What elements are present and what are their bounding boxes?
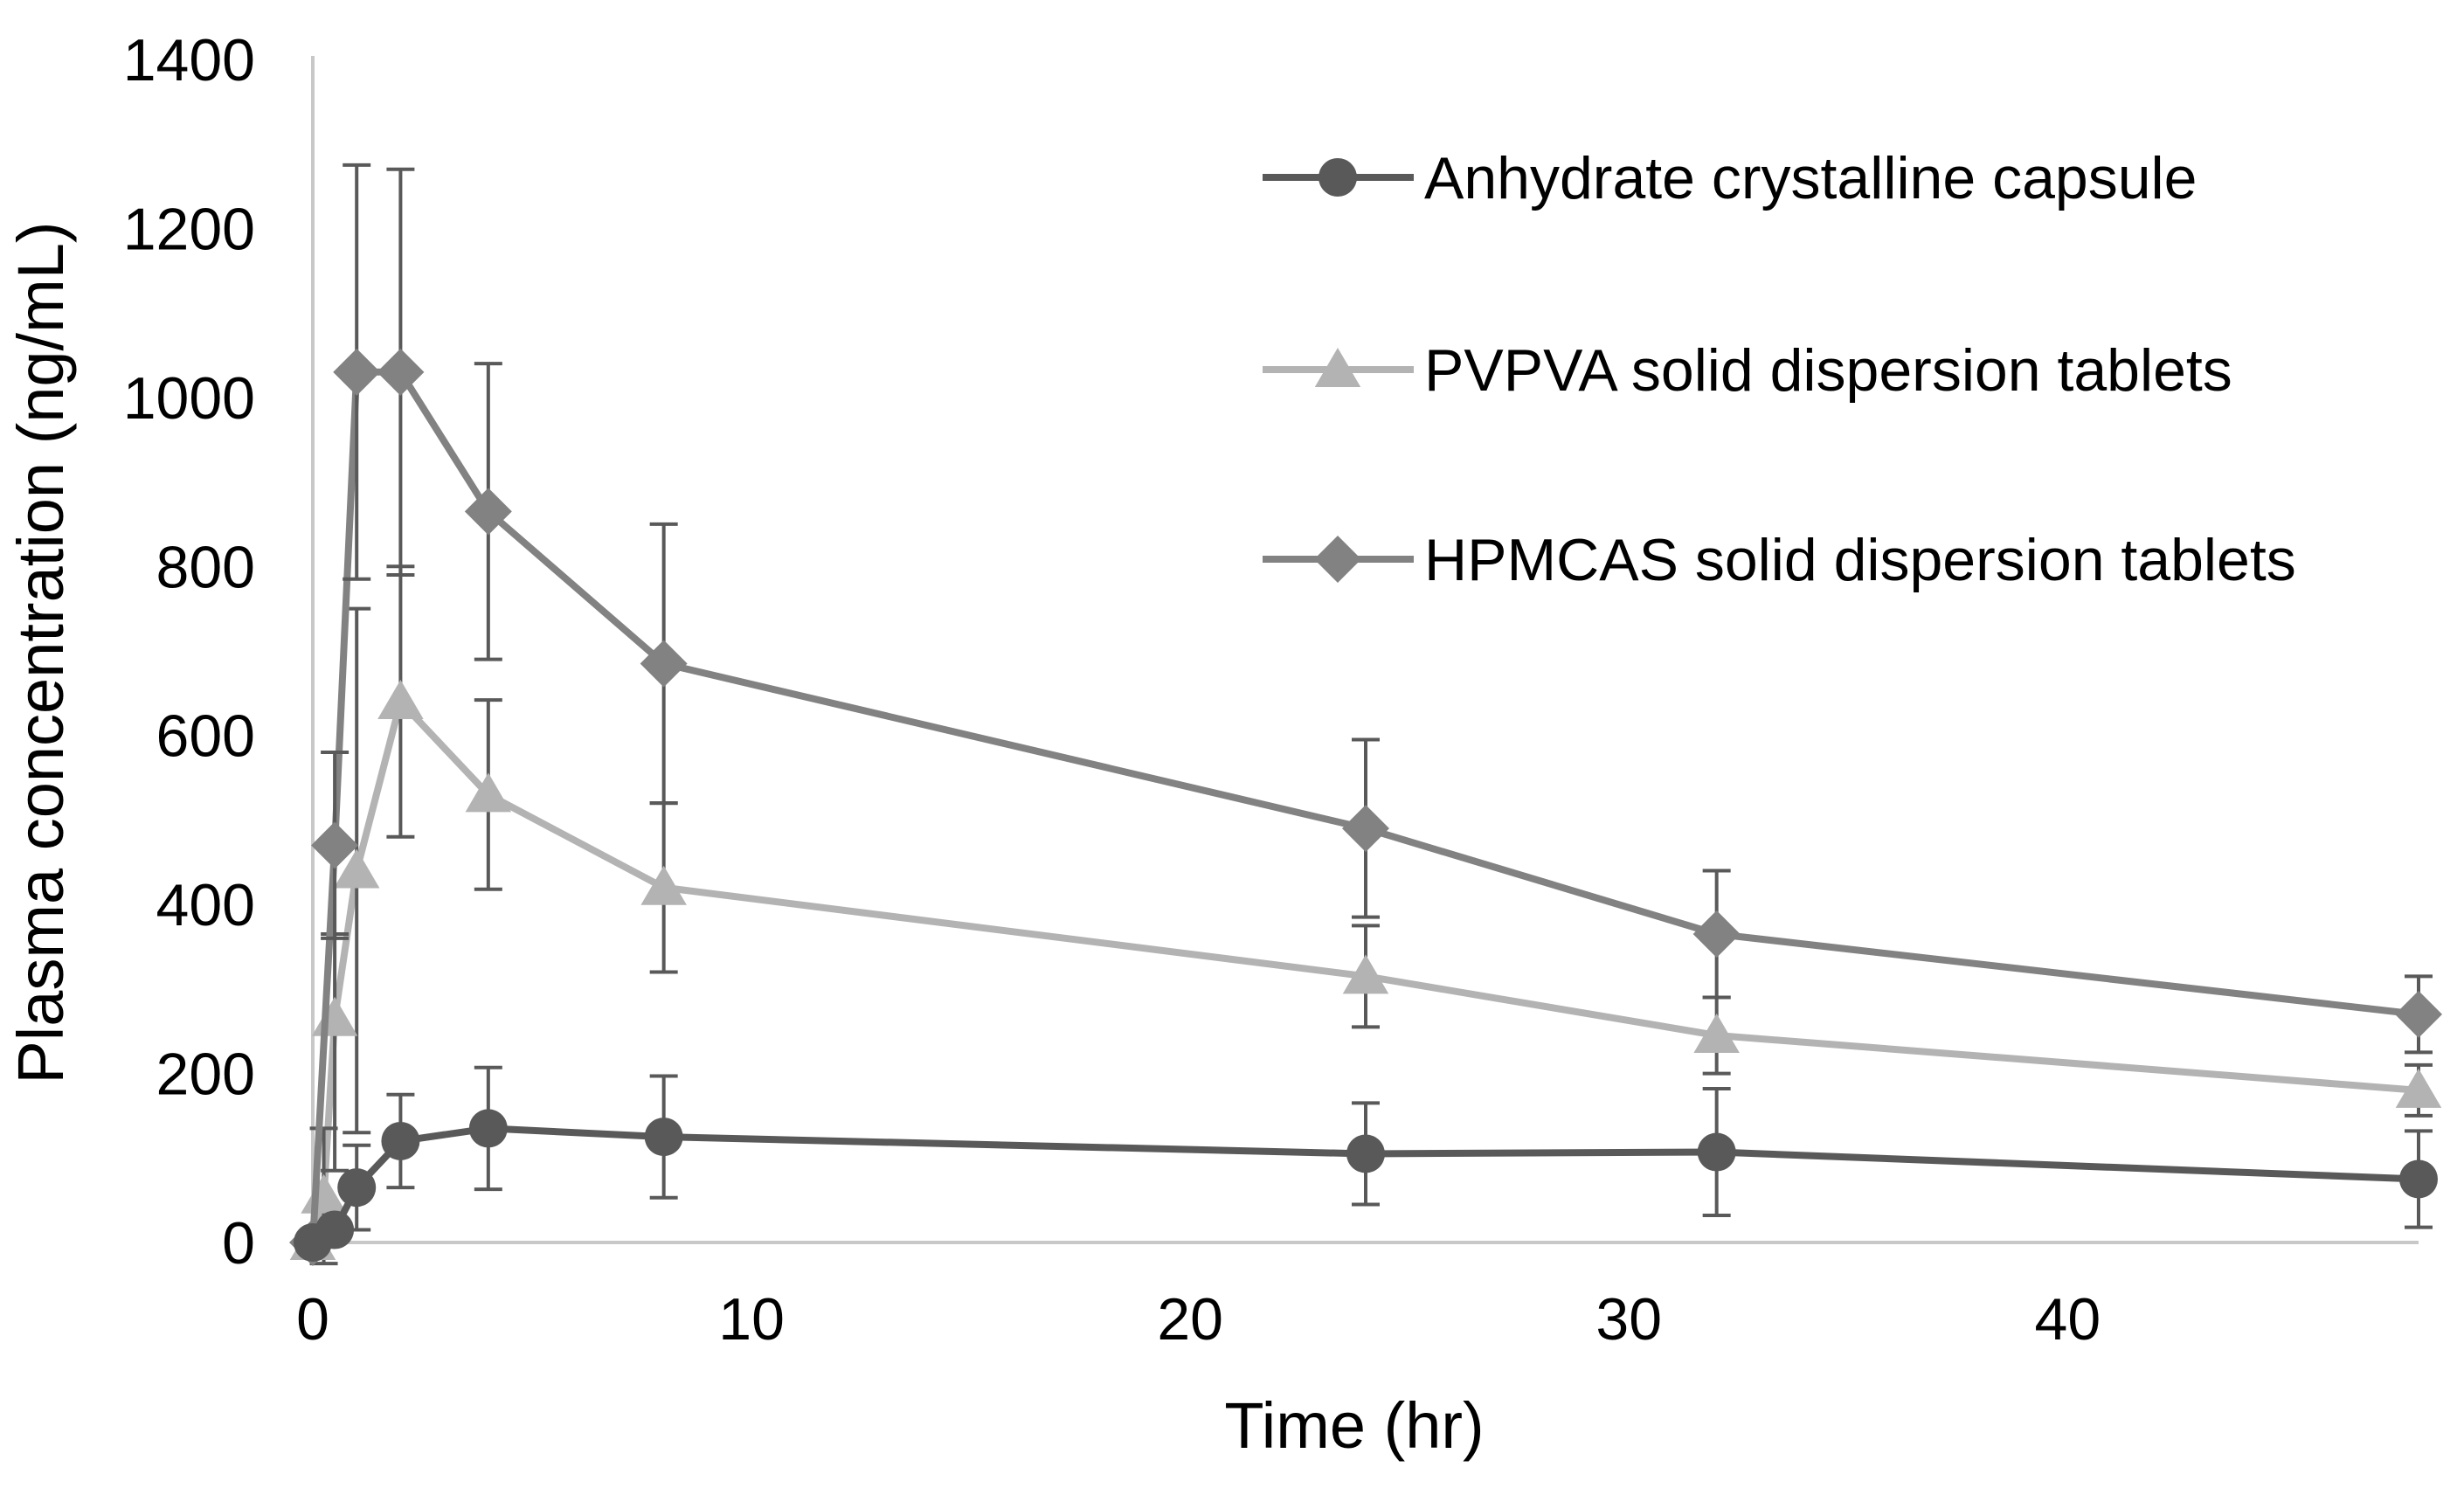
data-point [1342,954,1389,994]
series-2 [289,163,2442,1266]
data-point [464,488,512,536]
data-point [1693,1014,1740,1054]
legend-marker [1314,348,1361,387]
legend-item-0: Anhydrate crystalline capsule [1263,145,2197,211]
legend-marker [1314,536,1361,583]
data-point [315,1210,355,1249]
y-axis-title: Plasma concentration (ng/mL) [4,221,77,1083]
series-0 [294,1065,2438,1262]
data-point [468,1109,508,1148]
data-point [377,348,425,396]
data-point [2399,1159,2438,1199]
data-point [311,996,358,1036]
data-point [644,1118,683,1157]
series-layer [289,163,2442,1266]
x-tick-label: 0 [296,1286,329,1353]
data-point [1346,1134,1385,1173]
data-point [2395,1068,2442,1108]
legend: Anhydrate crystalline capsule PVPVA solid… [1263,145,2296,593]
legend-item-2: HPMCAS solid dispersion tablets [1263,527,2296,593]
legend-label: Anhydrate crystalline capsule [1424,145,2197,211]
legend-label: PVPVA solid dispersion tablets [1424,337,2232,404]
data-point [1342,805,1389,853]
series-line [309,698,2419,1243]
data-point [381,1121,420,1160]
y-tick-label: 1000 [123,365,255,432]
y-tick-label: 1400 [123,27,255,93]
data-point [377,680,424,720]
data-point [640,640,688,688]
legend-marker [1319,158,1357,197]
data-point [333,348,381,396]
data-point [337,1168,377,1208]
x-axis-title: Time (hr) [1224,1389,1484,1462]
legend-label: HPMCAS solid dispersion tablets [1424,527,2296,593]
x-tick-label: 10 [718,1286,785,1353]
x-tick-label: 20 [1157,1286,1223,1353]
data-point [2395,990,2442,1038]
data-point [640,865,687,905]
data-point [1697,1132,1736,1172]
y-tick-label: 200 [156,1042,255,1108]
y-tick-label: 0 [222,1210,255,1277]
x-tick-label: 30 [1595,1286,1662,1353]
data-point [311,821,359,869]
axes-layer: 0 200 400 600 800 1000 1200 1400 0 10 20 30 40 Time (… [4,27,2419,1462]
data-point [333,848,380,889]
y-tick-label: 400 [156,872,255,938]
data-point [1692,910,1741,958]
x-tick-label: 40 [2035,1286,2101,1353]
legend-item-1: PVPVA solid dispersion tablets [1263,337,2232,404]
y-tick-label: 800 [156,534,255,600]
y-tick-label: 600 [156,703,255,770]
y-tick-label: 1200 [123,196,255,262]
data-point [465,772,512,813]
